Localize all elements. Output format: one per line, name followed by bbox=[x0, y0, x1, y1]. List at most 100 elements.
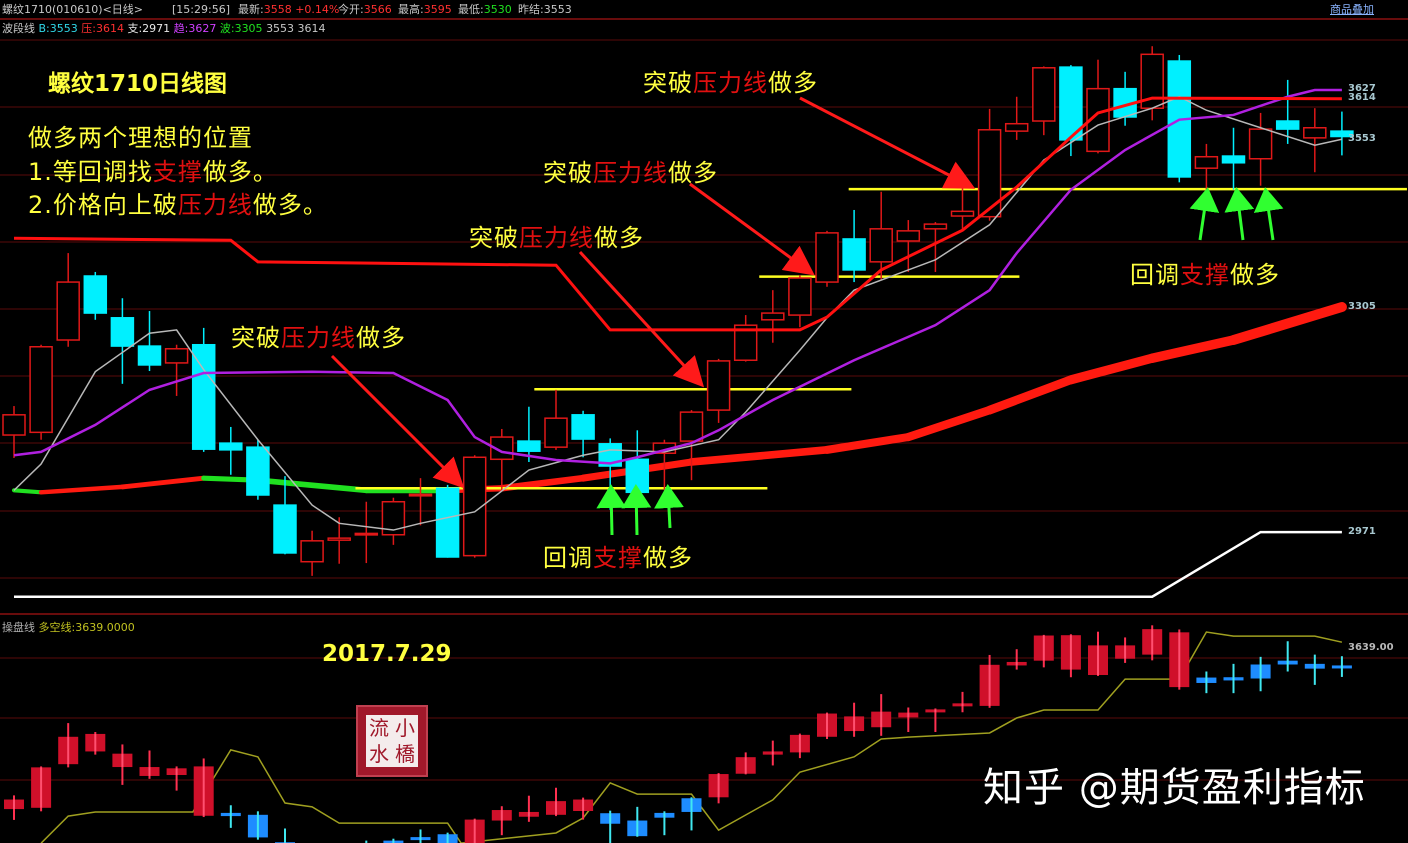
candle bbox=[2, 406, 26, 458]
candle bbox=[761, 290, 785, 343]
price-label-b: 3553 bbox=[1348, 133, 1376, 144]
wave-band-segment bbox=[1147, 335, 1239, 363]
lower-candle bbox=[85, 732, 106, 755]
candle bbox=[950, 187, 975, 231]
pressure-line bbox=[13, 96, 1342, 332]
breakout-text-end: 做多 bbox=[594, 224, 644, 252]
candle-body bbox=[869, 228, 893, 263]
candle bbox=[300, 530, 324, 576]
red-arrow bbox=[689, 182, 815, 276]
lower-candle bbox=[735, 752, 756, 775]
candle bbox=[1221, 127, 1246, 190]
extra-values: 3553 3614 bbox=[266, 22, 326, 35]
green-arrow bbox=[1224, 187, 1255, 241]
lower-candle bbox=[871, 694, 892, 736]
lower-candle bbox=[1033, 634, 1054, 668]
candle bbox=[1004, 96, 1029, 140]
lower-candle bbox=[1088, 631, 1108, 676]
lower-candle bbox=[844, 702, 865, 737]
candle-body bbox=[354, 532, 379, 536]
candle-body bbox=[761, 312, 785, 321]
pullback-text-end: 做多 bbox=[1230, 261, 1280, 289]
lower-candle bbox=[112, 744, 133, 785]
lower-candle bbox=[1250, 656, 1271, 692]
lower-candle bbox=[58, 723, 79, 768]
chart-title-annotation: 螺纹1710日线图 bbox=[48, 71, 228, 97]
green-arrow bbox=[621, 484, 652, 536]
overlay-commodity-link[interactable]: 商品叠加 bbox=[1330, 3, 1374, 16]
pullback-annotation: 回调支撑做多 bbox=[543, 538, 693, 573]
wave-band-segment bbox=[255, 477, 370, 494]
seal-char: 小 bbox=[395, 716, 415, 740]
point1-text: 1.等回调找 bbox=[28, 158, 153, 186]
lower-candle bbox=[762, 740, 783, 766]
lower-candle bbox=[1060, 634, 1081, 678]
candle-body bbox=[191, 343, 216, 450]
breakout-text: 突破 bbox=[231, 324, 281, 352]
pullback-text-end: 做多 bbox=[643, 544, 693, 572]
candle-body bbox=[408, 493, 433, 497]
prev-settle: 昨结:3553 bbox=[518, 3, 572, 16]
support-value: 支:2971 bbox=[127, 22, 171, 35]
point2-text-end: 做多。 bbox=[252, 191, 328, 219]
candle bbox=[56, 253, 80, 347]
wave-band-segment bbox=[38, 484, 125, 495]
last-label: 最新: bbox=[238, 3, 264, 16]
candle-body bbox=[1221, 155, 1246, 164]
candle-body bbox=[1303, 127, 1327, 139]
point1-highlight: 支撑 bbox=[152, 158, 203, 186]
breakout-text: 突破 bbox=[643, 69, 693, 97]
high-value: 3595 bbox=[423, 3, 452, 16]
candle-body bbox=[219, 442, 243, 451]
candle bbox=[977, 108, 1002, 221]
lower-candle bbox=[437, 832, 458, 843]
lower-candle bbox=[546, 787, 566, 817]
breakout-text-end: 做多 bbox=[668, 159, 718, 187]
candle-body bbox=[788, 277, 812, 316]
candle bbox=[896, 220, 921, 272]
last-value: 3558 bbox=[263, 3, 292, 16]
candle-body bbox=[571, 414, 595, 440]
wave-band-segment bbox=[1066, 353, 1157, 385]
point1-annotation: 1.等回调找支撑做多。 bbox=[28, 152, 278, 187]
candle bbox=[1275, 79, 1300, 144]
price-label-trend: 3627 bbox=[1348, 83, 1376, 94]
candle-body bbox=[1032, 67, 1056, 122]
candle-body bbox=[327, 537, 351, 541]
lower-candle bbox=[1196, 671, 1217, 694]
candle-body bbox=[923, 223, 948, 230]
b-value: B:3553 bbox=[38, 22, 78, 35]
candle-body bbox=[29, 346, 53, 434]
low-price: 最低:3530 bbox=[458, 3, 512, 16]
short-ma-line bbox=[13, 95, 1343, 531]
instrument-title: 螺纹1710(010610)<日线> bbox=[2, 3, 144, 16]
candle-body bbox=[381, 500, 406, 536]
pullback-annotation: 回调支撑做多 bbox=[1130, 255, 1280, 290]
wave-band-segment bbox=[985, 375, 1076, 415]
price-label-pressure: 3614 bbox=[1348, 92, 1376, 103]
open-value: 3566 bbox=[363, 3, 392, 16]
candle bbox=[733, 315, 758, 362]
candle-body bbox=[462, 456, 487, 557]
seal-stamp: 流 小 水 橋 bbox=[356, 705, 428, 777]
lower-candle bbox=[708, 773, 729, 804]
lower-candle bbox=[139, 750, 160, 779]
lower-candle bbox=[518, 795, 539, 822]
candle bbox=[490, 428, 514, 491]
breakout-annotation: 突破压力线做多 bbox=[543, 153, 718, 188]
candle bbox=[1032, 66, 1056, 136]
pullback-text: 回调 bbox=[1130, 261, 1180, 289]
lower-candle bbox=[31, 766, 52, 812]
lower-candle bbox=[464, 818, 485, 843]
red-arrow bbox=[330, 354, 465, 489]
trend-value: 趋:3627 bbox=[173, 22, 217, 35]
point1-text-end: 做多。 bbox=[202, 158, 278, 186]
breakout-highlight: 压力线 bbox=[519, 224, 594, 252]
main-price-panel bbox=[2, 46, 1407, 599]
lower-candle bbox=[1142, 625, 1163, 661]
candle bbox=[354, 501, 379, 564]
red-arrow bbox=[578, 250, 705, 388]
breakout-text: 突破 bbox=[543, 159, 593, 187]
quote-time: [15:29:56] bbox=[172, 3, 230, 16]
